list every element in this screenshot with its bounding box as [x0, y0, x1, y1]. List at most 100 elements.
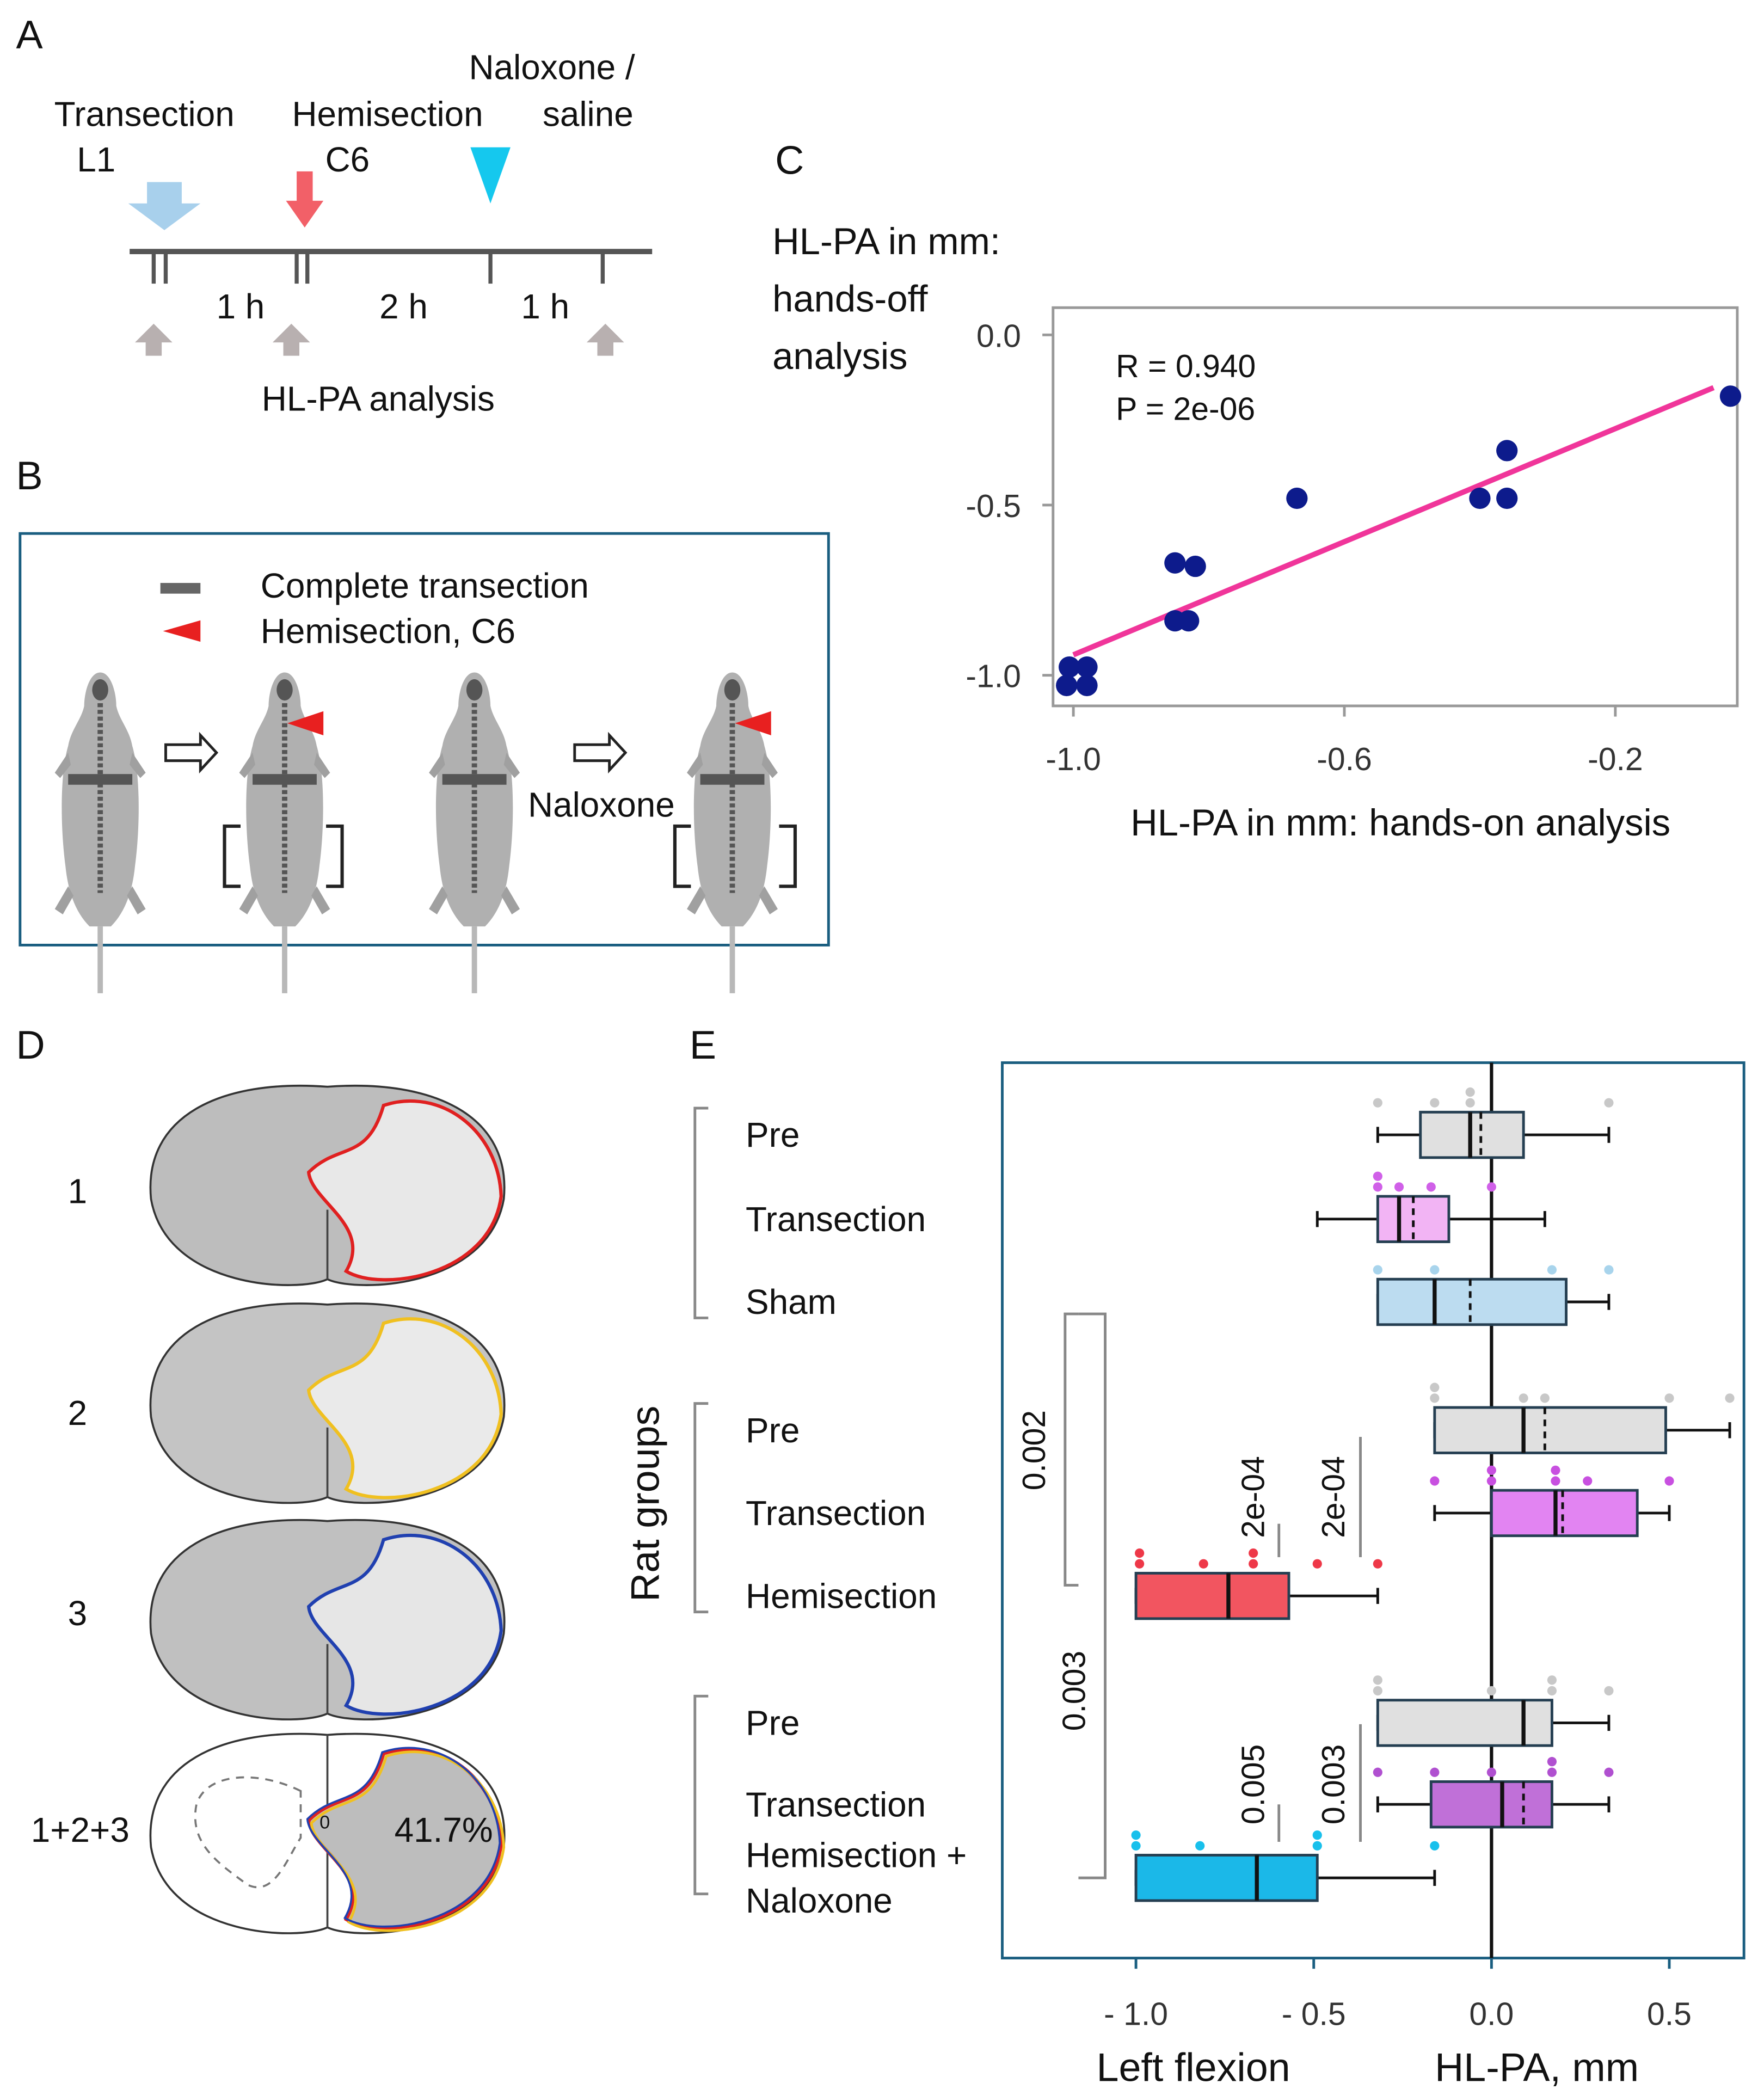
point: [1551, 1465, 1560, 1475]
section-label: 2: [68, 1393, 88, 1433]
point: [1373, 1675, 1382, 1685]
significance-label: 2e-04: [1236, 1456, 1271, 1538]
category-label: Transection: [746, 1493, 926, 1533]
box: [1134, 1854, 1319, 1902]
group-bracket: [693, 1402, 709, 1614]
x-tick-label: 0.5: [1647, 1996, 1692, 2032]
point: [1164, 552, 1186, 574]
x-tick-label: - 1.0: [1104, 1996, 1168, 2032]
event-label: Naloxone /: [469, 47, 635, 87]
y-tick-label: -0.5: [966, 489, 1021, 524]
point: [1430, 1098, 1440, 1108]
x-axis-label: Left flexion: [1096, 2044, 1290, 2089]
point: [1249, 1548, 1258, 1558]
point: [1547, 1767, 1557, 1777]
y-tick-label: -1.0: [966, 659, 1021, 694]
point: [1486, 1465, 1496, 1475]
panel-label: C: [775, 138, 804, 183]
point: [1312, 1841, 1322, 1851]
point: [1184, 555, 1206, 577]
point: [1604, 1686, 1614, 1696]
point: [1135, 1559, 1145, 1569]
point: [1547, 1686, 1557, 1696]
point: [1604, 1098, 1614, 1108]
point: [1394, 1182, 1404, 1192]
category-label: Pre: [746, 1115, 800, 1154]
point: [1583, 1476, 1593, 1486]
panel-label: B: [16, 453, 42, 498]
point: [1312, 1559, 1322, 1569]
legend-swatch: [160, 583, 201, 594]
group-bracket: [693, 1694, 709, 1896]
annotation: P = 2e-06: [1116, 392, 1255, 427]
point: [1519, 1393, 1528, 1403]
category-label: Transection: [746, 1785, 926, 1824]
point: [1547, 1265, 1557, 1275]
point: [1430, 1841, 1440, 1851]
point: [1719, 385, 1742, 407]
x-tick-label: -0.2: [1588, 742, 1643, 777]
point: [1373, 1182, 1382, 1192]
point: [1430, 1393, 1440, 1403]
point: [1373, 1686, 1382, 1696]
box: [1376, 1699, 1553, 1747]
y-tick-label: 0.0: [976, 318, 1021, 354]
event-label: Hemisection: [292, 94, 483, 133]
box: [1433, 1406, 1667, 1454]
point: [1496, 487, 1518, 509]
point: [1131, 1841, 1141, 1851]
timeline: [128, 147, 653, 356]
significance-bracket: [1064, 1312, 1079, 1587]
y-axis-label: hands-off: [772, 278, 928, 320]
box: [1376, 1195, 1450, 1243]
legend-label: Complete transection: [261, 566, 589, 605]
x-tick-label: -1.0: [1046, 742, 1101, 777]
significance-label: 2e-04: [1316, 1456, 1351, 1538]
point: [1430, 1265, 1440, 1275]
point: [1465, 1087, 1475, 1097]
point: [1312, 1830, 1322, 1840]
point: [1469, 487, 1491, 509]
significance-bracket: [1078, 1312, 1107, 1879]
lesion-percent: 41.7%: [395, 1810, 493, 1849]
section-label: 1: [68, 1171, 88, 1210]
annotation: R = 0.940: [1116, 349, 1256, 384]
significance-label: 0.005: [1236, 1744, 1271, 1824]
event-label: L1: [77, 140, 115, 179]
analysis-label: HL-PA analysis: [262, 379, 495, 418]
point: [1198, 1559, 1208, 1569]
point: [1373, 1559, 1382, 1569]
arrow: [573, 732, 628, 774]
arrow: [164, 732, 219, 774]
category-label: Pre: [746, 1704, 800, 1743]
point: [1426, 1182, 1436, 1192]
box: [1490, 1489, 1639, 1538]
treatment-label: Naloxone: [528, 785, 675, 825]
point: [1195, 1841, 1205, 1851]
category-label: Naloxone: [746, 1881, 893, 1920]
legend-label: Hemisection, C6: [261, 612, 515, 651]
significance-label: 0.002: [1017, 1410, 1052, 1490]
significance-label: 0.003: [1316, 1744, 1351, 1824]
interval-label: 2 h: [379, 287, 428, 326]
point: [1056, 674, 1078, 697]
category-label: Hemisection +: [746, 1836, 967, 1875]
event-label: saline: [543, 94, 634, 133]
interval-label: 1 h: [521, 287, 569, 326]
group-bracket: [693, 1107, 709, 1319]
point: [1540, 1393, 1550, 1403]
y-axis-label: HL-PA in mm:: [772, 220, 1000, 262]
box: [1376, 1277, 1568, 1326]
event-label: Transection: [54, 94, 235, 133]
panel-label: D: [16, 1022, 45, 1067]
box: [1429, 1780, 1553, 1829]
hemisection-mark: [735, 711, 771, 735]
legend-swatch: [163, 620, 201, 642]
panel-label: E: [690, 1022, 716, 1067]
fit-line: [1072, 385, 1715, 657]
interval-label: 1 h: [217, 287, 265, 326]
center-mark: 0: [319, 1812, 330, 1833]
point: [1178, 610, 1200, 632]
